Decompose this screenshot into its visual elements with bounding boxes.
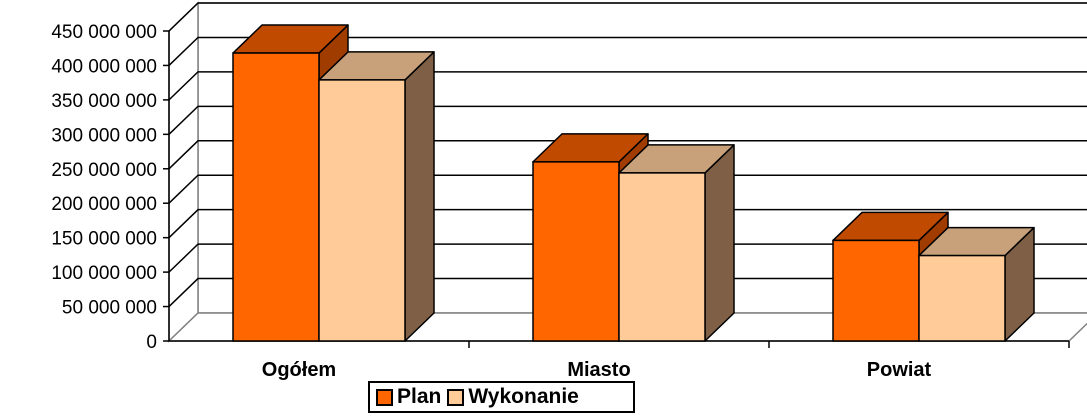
bar-front	[532, 161, 620, 342]
y-tick-label: 350 000 000	[51, 91, 157, 112]
bar-side	[704, 144, 735, 342]
x-tick-labels: Ogółem Miasto Powiat	[262, 359, 932, 381]
gridline	[168, 208, 1087, 239]
bar-front	[832, 239, 920, 342]
gridline	[168, 2, 1087, 32]
bar	[618, 144, 735, 342]
y-tick-label: 150 000 000	[51, 229, 157, 250]
gridline	[168, 140, 1087, 170]
legend-swatch-plan	[376, 388, 393, 406]
bar-front	[232, 52, 320, 342]
gridline	[168, 243, 1087, 273]
y-tick-label: 200 000 000	[51, 194, 157, 215]
bar-side	[404, 51, 435, 342]
x-tick-label: Ogółem	[262, 359, 336, 381]
bar-front	[918, 254, 1006, 342]
y-tick-label: 50 000 000	[62, 298, 157, 319]
legend: Plan Wykonanie	[368, 381, 635, 413]
gridline	[168, 105, 1087, 135]
gridline	[168, 36, 1087, 66]
y-tick-label: 450 000 000	[51, 22, 157, 43]
y-tick-label: 0	[146, 332, 157, 353]
legend-label-plan: Plan	[397, 385, 442, 408]
legend-label-wykonanie: Wykonanie	[468, 385, 579, 408]
y-tick-label: 100 000 000	[51, 263, 157, 284]
bar-front	[318, 79, 406, 342]
bar	[918, 226, 1035, 342]
side-wall	[168, 1, 199, 343]
gridline	[168, 277, 1087, 308]
x-tick-label: Powiat	[867, 359, 932, 381]
legend-swatch-wykonanie	[447, 388, 465, 406]
y-tick-labels: 0 50 000 000 100 000 000 150 000 000 200 000…	[51, 22, 157, 353]
bar-front	[618, 172, 706, 342]
legend-item-wykonanie: Wykonanie	[447, 385, 579, 409]
y-tick-label: 250 000 000	[51, 160, 157, 181]
bars	[232, 24, 1035, 342]
y-tick-label: 300 000 000	[51, 125, 157, 146]
gridlines	[168, 2, 1087, 308]
gridline	[168, 174, 1087, 204]
legend-item-plan: Plan	[376, 385, 441, 409]
x-tick-label: Miasto	[567, 359, 630, 381]
y-tick-label: 400 000 000	[51, 56, 157, 77]
bar	[318, 51, 435, 342]
gridline	[168, 71, 1087, 101]
